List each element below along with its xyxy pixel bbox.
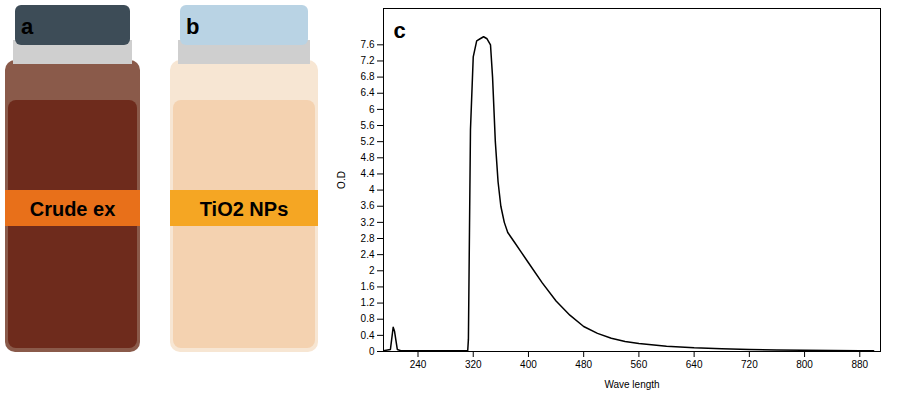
svg-text:Wave length: Wave length — [604, 379, 659, 390]
svg-text:0: 0 — [369, 346, 375, 357]
svg-text:6.8: 6.8 — [361, 71, 375, 82]
svg-text:560: 560 — [631, 359, 648, 370]
svg-text:800: 800 — [796, 359, 813, 370]
svg-text:a: a — [21, 14, 34, 39]
svg-text:1.6: 1.6 — [361, 281, 375, 292]
svg-text:7.2: 7.2 — [361, 55, 375, 66]
svg-text:TiO2 NPs: TiO2 NPs — [200, 198, 289, 220]
svg-text:480: 480 — [575, 359, 592, 370]
svg-text:320: 320 — [465, 359, 482, 370]
svg-text:c: c — [394, 18, 406, 43]
svg-text:5.2: 5.2 — [361, 136, 375, 147]
svg-text:7.6: 7.6 — [361, 39, 375, 50]
svg-text:240: 240 — [410, 359, 427, 370]
svg-text:0.8: 0.8 — [361, 313, 375, 324]
svg-text:640: 640 — [686, 359, 703, 370]
svg-text:880: 880 — [851, 359, 868, 370]
svg-text:O.D: O.D — [336, 171, 347, 189]
svg-text:720: 720 — [741, 359, 758, 370]
svg-text:3.6: 3.6 — [361, 200, 375, 211]
svg-text:4: 4 — [369, 184, 375, 195]
svg-text:Crude ex: Crude ex — [30, 198, 116, 220]
svg-text:2.8: 2.8 — [361, 233, 375, 244]
svg-text:4.4: 4.4 — [361, 168, 375, 179]
svg-text:4.8: 4.8 — [361, 152, 375, 163]
svg-text:5.6: 5.6 — [361, 120, 375, 131]
svg-text:2: 2 — [369, 265, 375, 276]
svg-text:6.4: 6.4 — [361, 87, 375, 98]
svg-text:3.2: 3.2 — [361, 217, 375, 228]
svg-text:0.4: 0.4 — [361, 330, 375, 341]
svg-text:400: 400 — [520, 359, 537, 370]
svg-text:6: 6 — [369, 104, 375, 115]
svg-text:b: b — [186, 14, 199, 39]
svg-text:1.2: 1.2 — [361, 297, 375, 308]
svg-text:2.4: 2.4 — [361, 249, 375, 260]
